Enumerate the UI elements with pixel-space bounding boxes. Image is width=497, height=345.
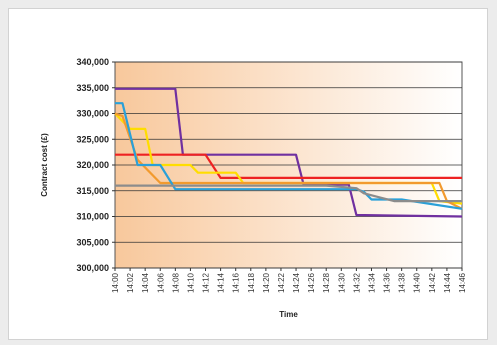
x-axis-label: Time — [279, 310, 298, 319]
x-tick-label: 14:40 — [413, 272, 422, 293]
y-axis-label: Contract cost (£) — [40, 133, 49, 197]
x-tick-label: 14:10 — [186, 272, 195, 293]
x-tick-label: 14:32 — [352, 272, 361, 293]
y-tick-label: 305,000 — [76, 237, 109, 247]
x-axis-ticks: 14:00 14:02 14:04 14:06 14:08 14:10 14:12 14:14… — [111, 268, 467, 293]
x-tick-label: 14:22 — [277, 272, 286, 293]
x-tick-label: 14:36 — [383, 272, 392, 293]
series-line-6 — [115, 184, 462, 203]
y-tick-label: 325,000 — [76, 134, 109, 144]
y-tick-label: 335,000 — [76, 83, 109, 93]
x-tick-label: 14:16 — [232, 272, 241, 293]
x-tick-label: 14:08 — [171, 272, 180, 293]
x-tick-label: 14:46 — [458, 272, 467, 293]
y-axis-ticks: 300,000 305,000 310,000 315,000 320,000 325,0… — [76, 57, 115, 273]
x-tick-label: 14:38 — [398, 272, 407, 293]
x-tick-label: 14:30 — [337, 272, 346, 293]
series-line-3 — [114, 112, 463, 205]
x-tick-label: 14:20 — [262, 272, 271, 293]
x-tick-label: 14:00 — [111, 272, 120, 293]
contract-cost-chart: 300,000 305,000 310,000 315,000 320,000 325,0… — [40, 57, 467, 319]
x-tick-label: 14:28 — [322, 272, 331, 293]
y-tick-label: 330,000 — [76, 109, 109, 119]
x-tick-label: 14:02 — [126, 272, 135, 293]
y-tick-label: 340,000 — [76, 57, 109, 67]
x-tick-label: 14:26 — [307, 272, 316, 293]
gridlines — [115, 61, 462, 269]
x-tick-label: 14:14 — [217, 272, 226, 293]
y-tick-label: 300,000 — [76, 263, 109, 273]
y-tick-label: 315,000 — [76, 186, 109, 196]
chart-frame: 300,000 305,000 310,000 315,000 320,000 325,0… — [8, 8, 488, 340]
x-tick-label: 14:44 — [443, 272, 452, 293]
series-line-2 — [115, 153, 462, 179]
x-tick-label: 14:42 — [428, 272, 437, 293]
x-tick-label: 14:12 — [202, 272, 211, 293]
x-tick-label: 14:24 — [292, 272, 301, 293]
y-tick-label: 310,000 — [76, 212, 109, 222]
x-tick-label: 14:18 — [247, 272, 256, 293]
x-tick-label: 14:34 — [367, 272, 376, 293]
series-lines — [114, 87, 463, 218]
series-line-1 — [115, 87, 463, 218]
series-line-5 — [115, 102, 463, 210]
x-tick-label: 14:06 — [156, 272, 165, 293]
x-tick-label: 14:04 — [141, 272, 150, 293]
y-tick-label: 320,000 — [76, 160, 109, 170]
